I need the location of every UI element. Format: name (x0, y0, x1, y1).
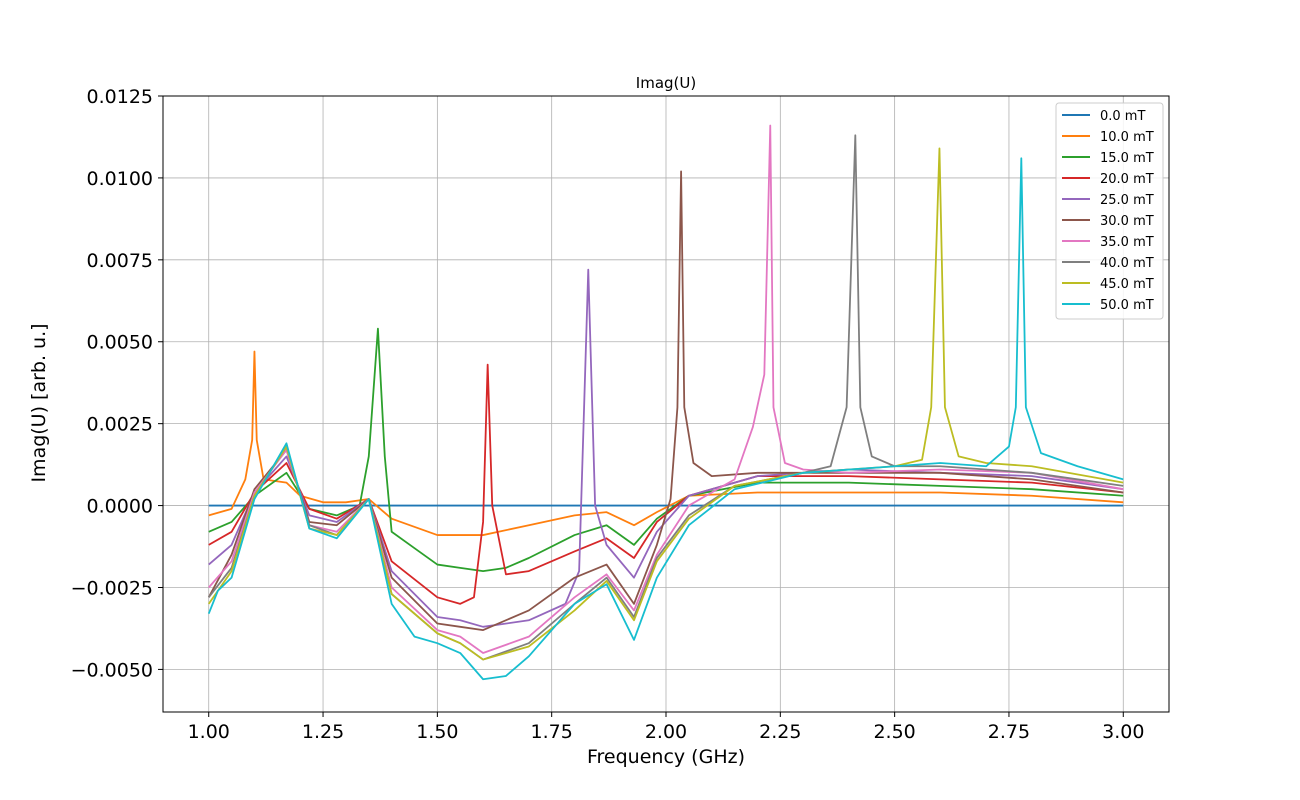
y-tick-label: 0.0075 (87, 250, 153, 272)
x-tick-label: 2.00 (645, 721, 687, 743)
y-tick-label: 0.0100 (87, 168, 153, 190)
legend-entry: 20.0 mT (1100, 172, 1154, 187)
y-tick-label: 0.0025 (87, 414, 153, 436)
y-tick-label: 0.0000 (87, 496, 153, 518)
series-line-35-0-mt (208, 124, 1124, 654)
series-lines (207, 124, 1124, 681)
legend-entry: 45.0 mT (1100, 277, 1154, 292)
x-tick-label: 1.00 (188, 721, 230, 743)
y-tick-label: 0.0125 (87, 86, 153, 108)
x-tick-label: 1.25 (302, 721, 344, 743)
y-tick-label: −0.0050 (71, 659, 153, 681)
x-tick-label: 2.25 (759, 721, 801, 743)
y-axis-label: Imag(U) [arb. u.] (28, 323, 50, 482)
y-axis-ticks: −0.0050 −0.0025 0.0000 0.0025 0.0050 0.0075 0.… (71, 86, 163, 681)
series-line-50-0-mt (207, 157, 1124, 681)
legend-entry: 0.0 mT (1100, 109, 1145, 124)
grid (163, 95, 1169, 712)
series-line-40-0-mt (208, 134, 1124, 661)
series-line-45-0-mt (207, 147, 1124, 661)
x-axis-label: Frequency (GHz) (587, 746, 745, 768)
x-tick-label: 2.50 (873, 721, 915, 743)
y-tick-label: −0.0025 (71, 577, 153, 599)
y-tick-label: 0.0050 (87, 332, 153, 354)
legend-entry: 15.0 mT (1100, 151, 1154, 166)
legend-entry: 25.0 mT (1100, 193, 1154, 208)
x-tick-label: 2.75 (988, 721, 1030, 743)
legend: 0.0 mT 10.0 mT 15.0 mT 20.0 mT 25.0 mT 30.0 m… (1055, 102, 1164, 320)
legend-entry: 50.0 mT (1100, 298, 1154, 313)
legend-entry: 35.0 mT (1100, 235, 1154, 250)
x-tick-label: 1.50 (416, 721, 458, 743)
legend-entry: 30.0 mT (1100, 214, 1154, 229)
legend-entry: 40.0 mT (1100, 256, 1154, 271)
series-line-30-0-mt (207, 170, 1124, 631)
x-axis-ticks: 1.00 1.25 1.50 1.75 2.00 2.25 2.50 2.75 3.00 (188, 712, 1144, 743)
series-line-25-0-mt (208, 268, 1124, 628)
legend-entry: 10.0 mT (1100, 130, 1154, 145)
x-tick-label: 3.00 (1102, 721, 1144, 743)
x-tick-label: 1.75 (531, 721, 573, 743)
series-line-10-0-mt (208, 350, 1124, 536)
chart-title: Imag(U) (636, 74, 696, 92)
